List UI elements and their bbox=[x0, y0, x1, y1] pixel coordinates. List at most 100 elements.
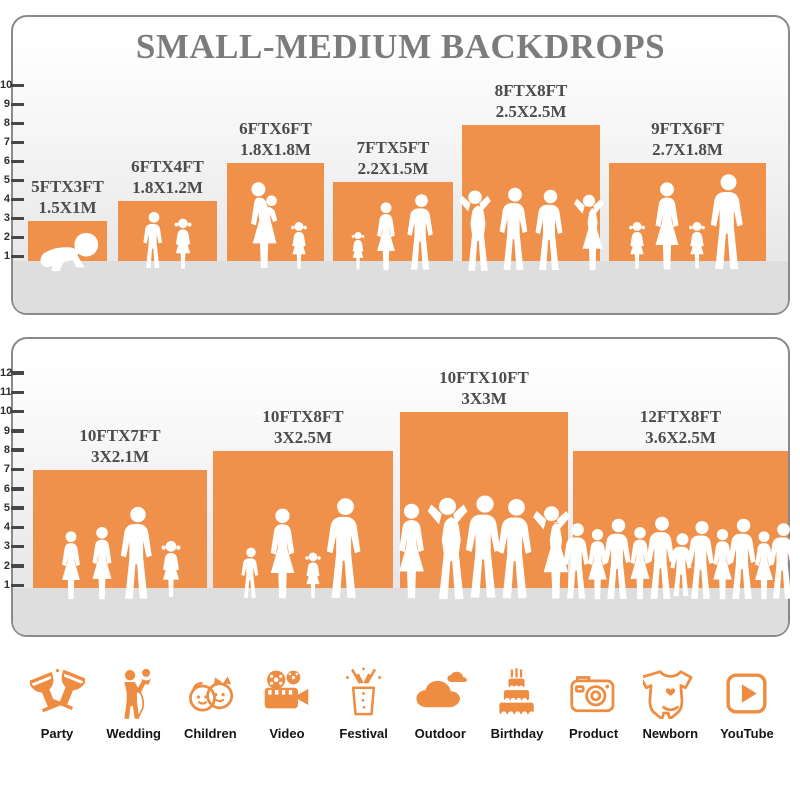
people-silhouettes bbox=[321, 193, 465, 273]
backdrop-size-label: 5FTX3FT 1.5X1M bbox=[0, 176, 188, 218]
size-ft-text: 7FTX5FT bbox=[356, 138, 430, 157]
festival-icon bbox=[336, 666, 391, 721]
backdrop-bar: 9FTX6FT 2.7X1.8M bbox=[609, 119, 766, 261]
floor-strip bbox=[13, 261, 788, 313]
scale-number: 2 bbox=[3, 559, 10, 572]
backdrop-bar: 10FTX10FT 3X3M bbox=[400, 368, 568, 588]
size-m-text: 2.7X1.8M bbox=[652, 140, 723, 159]
girl-silhouette bbox=[627, 221, 647, 273]
girl-silhouette bbox=[159, 540, 183, 602]
backdrop-bar: 10FTX8FT 3X2.5M bbox=[213, 407, 393, 588]
girl-silhouette bbox=[687, 221, 707, 273]
scale-number: 10 bbox=[0, 79, 13, 91]
man-up-silhouette bbox=[454, 189, 496, 273]
outdoor-icon bbox=[413, 666, 468, 721]
scale-number: 6 bbox=[3, 482, 10, 495]
video-icon bbox=[259, 666, 314, 721]
category-video: Video bbox=[254, 666, 320, 741]
size-m-text: 3X2.5M bbox=[273, 428, 333, 447]
people-silhouettes bbox=[215, 181, 336, 273]
backdrop-bar: 6FTX6FT 1.8X1.8M bbox=[227, 119, 324, 261]
baby-silhouette bbox=[35, 231, 101, 273]
youtube-icon bbox=[719, 666, 774, 721]
size-m-text: 3X2.1M bbox=[90, 447, 150, 466]
woman-silhouette bbox=[57, 530, 85, 602]
backdrop-size-label: 6FTX4FT 1.8X1.2M bbox=[48, 156, 288, 198]
size-ft-text: 6FTX4FT bbox=[131, 157, 204, 176]
people-silhouettes bbox=[450, 187, 612, 273]
scale-number: 12 bbox=[0, 366, 13, 379]
people-silhouettes bbox=[388, 494, 580, 602]
girl-silhouette bbox=[350, 231, 366, 273]
man-silhouette bbox=[768, 522, 799, 602]
people-silhouettes bbox=[561, 516, 800, 602]
backdrop-size-label: 10FTX10FT 3X3M bbox=[364, 367, 604, 409]
man-silhouette bbox=[534, 189, 567, 273]
size-ft-text: 10FTX10FT bbox=[439, 368, 529, 387]
scale-number: 6 bbox=[3, 155, 10, 167]
scale-number: 3 bbox=[3, 540, 10, 553]
category-festival: Festival bbox=[331, 666, 397, 741]
backdrop-bar: 12FTX8FT 3.6X2.5M bbox=[573, 407, 788, 588]
size-m-text: 3.6X2.5M bbox=[645, 428, 716, 447]
panel-medium-sizes: 10FTX7FT 3X2.1M 10FTX8FT 3X2.5M 10FTX10FT 3X3… bbox=[11, 337, 790, 637]
scale-number: 2 bbox=[3, 231, 10, 243]
backdrop-bar: 10FTX7FT 3X2.1M bbox=[33, 426, 207, 588]
size-ft-text: 9FTX6FT bbox=[651, 119, 724, 138]
woman-silhouette bbox=[264, 507, 301, 602]
woman-silhouette bbox=[372, 201, 400, 273]
scale-number: 9 bbox=[3, 98, 10, 110]
category-label: Birthday bbox=[490, 726, 544, 741]
category-row: Party Wedding Children Video Festival Outdoor… bbox=[0, 666, 800, 741]
woman-silhouette bbox=[87, 526, 117, 602]
man-silhouette bbox=[119, 506, 157, 602]
scale-number: 1 bbox=[3, 579, 10, 591]
people-silhouettes bbox=[16, 231, 119, 273]
size-m-text: 1.8X1.2M bbox=[132, 178, 203, 197]
boy-silhouette bbox=[142, 211, 166, 273]
scale-number: 7 bbox=[3, 136, 10, 148]
category-youtube: YouTube bbox=[714, 666, 780, 741]
size-ft-text: 10FTX8FT bbox=[262, 407, 344, 426]
category-newborn: Newborn bbox=[637, 666, 703, 741]
backdrop-bar: 7FTX5FT 2.2X1.5M bbox=[333, 138, 453, 261]
girl-silhouette bbox=[303, 552, 323, 602]
backdrop-size-label: 10FTX8FT 3X2.5M bbox=[183, 406, 423, 448]
backdrop-bar: 8FTX8FT 2.5X2.5M bbox=[462, 81, 600, 261]
man-silhouette bbox=[709, 173, 748, 273]
girl-silhouette bbox=[289, 221, 309, 273]
size-m-text: 2.5X2.5M bbox=[495, 102, 567, 121]
size-m-text: 2.2X1.5M bbox=[357, 159, 429, 178]
size-ft-text: 5FTX3FT bbox=[31, 177, 104, 196]
size-ft-text: 10FTX7FT bbox=[79, 426, 161, 445]
scale-number: 5 bbox=[3, 501, 10, 514]
category-birthday: Birthday bbox=[484, 666, 550, 741]
scale-number: 4 bbox=[3, 521, 10, 534]
category-label: Party bbox=[40, 726, 74, 741]
woman-silhouette bbox=[649, 181, 685, 273]
size-m-text: 3X3M bbox=[461, 389, 507, 408]
category-label: Product bbox=[569, 726, 619, 741]
boy-silhouette bbox=[240, 547, 262, 602]
category-label: Festival bbox=[339, 726, 388, 741]
category-label: Children bbox=[183, 726, 237, 741]
category-label: Wedding bbox=[106, 726, 161, 741]
product-icon bbox=[566, 666, 621, 721]
panel-small-sizes: SMALL-MEDIUM BACKDROPS 5FTX3FT 1.5X1M 6FTX… bbox=[11, 15, 790, 315]
main-title: SMALL-MEDIUM BACKDROPS bbox=[135, 27, 666, 66]
scale-number: 1 bbox=[3, 250, 10, 262]
category-label: YouTube bbox=[720, 726, 774, 741]
people-silhouettes bbox=[106, 211, 229, 273]
people-silhouettes bbox=[201, 497, 405, 602]
size-m-text: 1.8X1.8M bbox=[240, 140, 311, 159]
category-wedding: Wedding bbox=[101, 666, 167, 741]
scale-number: 8 bbox=[3, 117, 10, 129]
scale-number: 10 bbox=[0, 405, 13, 418]
backdrop-bar: 5FTX3FT 1.5X1M bbox=[28, 177, 107, 261]
backdrop-size-label: 10FTX7FT 3X2.1M bbox=[0, 425, 240, 467]
category-product: Product bbox=[561, 666, 627, 741]
category-label: Newborn bbox=[642, 726, 699, 741]
category-party: Party bbox=[24, 666, 90, 741]
people-silhouettes bbox=[597, 173, 778, 273]
